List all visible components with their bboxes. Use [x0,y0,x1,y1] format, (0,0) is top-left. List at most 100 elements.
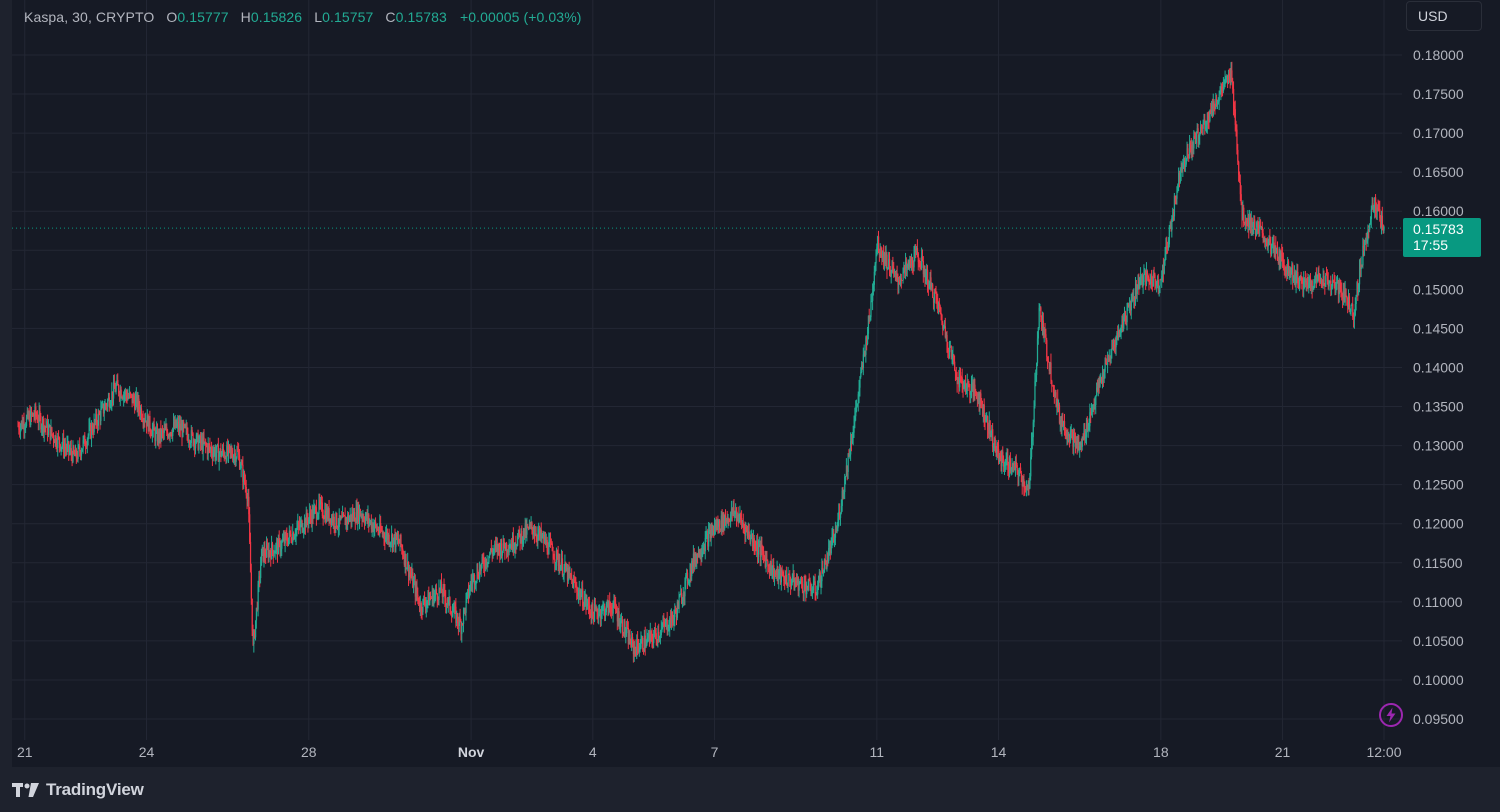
lightning-icon[interactable] [1378,702,1404,728]
chart-panel[interactable] [12,0,1402,767]
candle-body [219,448,221,454]
candle-body [795,580,797,582]
candle-body [473,574,475,578]
candle-body [505,543,507,551]
candle-body [134,400,136,410]
candle-body [650,631,652,634]
candle-body [249,541,252,573]
candle-body [1035,375,1037,382]
candle-body [255,620,257,638]
candle-body [472,577,474,584]
candle-body [1173,195,1176,217]
candle-body [735,510,737,512]
candle-body [720,515,722,531]
candle-body [1204,119,1206,130]
candle-body [1098,381,1100,387]
candle-body [353,512,355,519]
candle-body [953,354,955,362]
candle-body [649,631,651,641]
candle-body [256,607,258,610]
candle-body [623,621,625,636]
candle-body [991,429,993,434]
candle-body [107,397,110,401]
candle-body [1245,221,1247,224]
candle-body [1376,207,1378,212]
candle-body [491,550,493,555]
candle-body [1328,282,1330,287]
currency-button[interactable]: USD [1406,1,1482,31]
candle-body [177,421,179,424]
candle-body [641,637,643,641]
candle-body [1129,304,1132,311]
candle-body [688,579,690,582]
candle-body [1353,316,1355,320]
candle-body [754,548,756,550]
candle-body [125,391,127,396]
candle-body [907,260,909,265]
candle-body [489,553,491,556]
candle-body [484,566,486,569]
candle-body [887,267,889,270]
candle-body [373,527,375,532]
candle-body [1031,440,1033,458]
candle-body [987,429,990,434]
candle-body [951,356,953,358]
candle-body [561,558,563,566]
candle-body [381,530,384,535]
candle-body [485,558,487,566]
candle-body [819,572,821,587]
candle-body [1137,277,1139,289]
candle-body [997,443,999,450]
candle-body [277,542,279,555]
candle-body [904,265,906,270]
candle-body [1148,277,1150,282]
candle-body [78,445,80,447]
candle-body [924,271,926,281]
candle-body [213,449,215,453]
candle-body [551,543,553,551]
candle-body [374,521,376,528]
candle-body [427,592,429,601]
candle-body [1057,398,1059,412]
candle-body [1144,270,1146,274]
candle-body [661,626,663,629]
candle-body [250,572,253,599]
candle-body [746,527,749,532]
candle-body [200,435,202,444]
candle-body [242,464,244,482]
symbol-name[interactable]: Kaspa, 30, CRYPTO [24,9,155,25]
candle-body [1043,330,1045,335]
candle-body [721,515,723,530]
candle-body [391,534,393,543]
candle-body [27,411,29,419]
candle-body [260,548,263,566]
candle-body [1326,274,1328,276]
close-label: C [385,9,396,25]
candle-body [371,523,373,530]
candle-body [301,520,303,532]
candle-body [1255,229,1257,236]
tradingview-brand[interactable]: TradingView [12,779,144,801]
candle-body [1175,197,1177,199]
candle-body [944,326,946,338]
candle-body [20,425,22,433]
candle-body [48,425,50,428]
candle-body [462,623,464,625]
candle-body [66,444,68,450]
price-axis[interactable] [1402,0,1500,767]
candle-body [587,600,589,604]
candle-body [1198,136,1200,144]
candle-body [208,444,210,446]
candle-body [1077,442,1079,449]
candle-body [139,408,141,415]
candle-body [457,622,460,627]
candle-body [150,430,152,435]
candle-body [123,394,125,399]
candle-body [1052,385,1054,387]
candle-body [1275,245,1277,253]
candle-body [108,397,110,408]
candle-body [1238,174,1241,183]
y-tick-label: 0.13000 [1413,438,1464,454]
candle-body [1171,217,1173,231]
